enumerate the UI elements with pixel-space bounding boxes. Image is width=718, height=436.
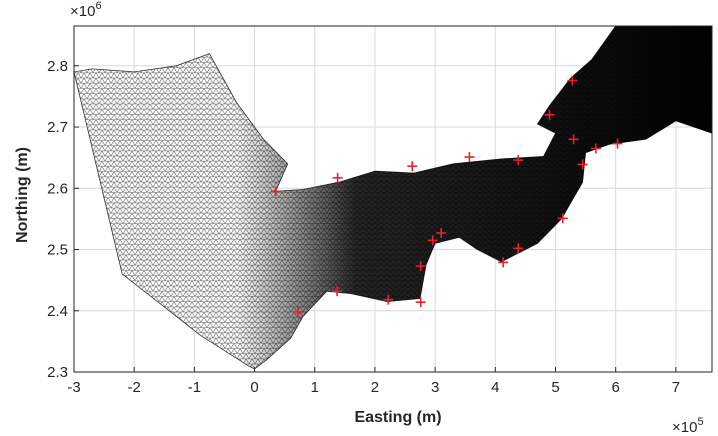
x-exponent-base: ×10 bbox=[672, 419, 697, 436]
y-tick-label-0: 2.3 bbox=[47, 364, 68, 381]
x-tick-label-0: -3 bbox=[67, 379, 80, 396]
y-axis-exponent: ×106 bbox=[70, 0, 102, 20]
station-marker-4 bbox=[513, 155, 524, 166]
x-tick-label-8: 5 bbox=[551, 379, 559, 396]
x-tick-label-3: 0 bbox=[250, 379, 258, 396]
x-tick-label-7: 4 bbox=[491, 379, 499, 396]
y-ticks: 2.3 2.4 2.5 2.6 2.7 2.8 bbox=[47, 58, 79, 381]
fine-coastal-mesh bbox=[236, 26, 712, 369]
x-axis-label: Easting (m) bbox=[354, 409, 441, 426]
station-marker-0 bbox=[270, 186, 281, 197]
x-exponent-power: 5 bbox=[697, 416, 703, 428]
x-axis-exponent: ×105 bbox=[672, 416, 704, 436]
y-tick-label-5: 2.8 bbox=[47, 58, 68, 75]
station-marker-17 bbox=[415, 297, 426, 308]
station-marker-14 bbox=[436, 227, 447, 238]
x-tick-label-2: -1 bbox=[188, 379, 201, 396]
station-marker-5 bbox=[544, 109, 555, 120]
x-tick-label-10: 7 bbox=[672, 379, 680, 396]
station-marker-10 bbox=[577, 159, 588, 170]
station-marker-9 bbox=[612, 138, 623, 149]
station-marker-15 bbox=[427, 235, 438, 246]
y-axis-label: Northing (m) bbox=[14, 147, 31, 243]
station-marker-18 bbox=[383, 294, 394, 305]
station-marker-16 bbox=[415, 261, 426, 272]
x-tick-label-4: 1 bbox=[311, 379, 319, 396]
station-marker-11 bbox=[557, 213, 568, 224]
station-marker-1 bbox=[332, 172, 343, 183]
y-tick-label-3: 2.6 bbox=[47, 180, 68, 197]
station-marker-2 bbox=[407, 161, 418, 172]
axes-box bbox=[73, 25, 713, 373]
x-tick-label-9: 6 bbox=[612, 379, 620, 396]
y-tick-label-1: 2.4 bbox=[47, 303, 68, 320]
station-marker-6 bbox=[567, 75, 578, 86]
y-exponent-power: 6 bbox=[95, 0, 101, 12]
station-marker-19 bbox=[332, 286, 343, 297]
x-tick-label-5: 2 bbox=[371, 379, 379, 396]
station-markers bbox=[270, 75, 623, 317]
x-tick-label-6: 3 bbox=[431, 379, 439, 396]
station-marker-7 bbox=[568, 134, 579, 145]
x-tick-label-1: -2 bbox=[128, 379, 141, 396]
mesh-domain bbox=[74, 26, 712, 370]
station-marker-3 bbox=[464, 152, 475, 163]
station-marker-8 bbox=[590, 143, 601, 154]
x-ticks: -3 -2 -1 0 1 2 3 4 5 6 7 bbox=[67, 367, 680, 396]
station-marker-13 bbox=[498, 257, 509, 268]
station-marker-20 bbox=[292, 306, 303, 317]
station-marker-12 bbox=[513, 243, 524, 254]
y-tick-label-2: 2.5 bbox=[47, 242, 68, 259]
y-tick-label-4: 2.7 bbox=[47, 119, 68, 136]
y-exponent-base: ×10 bbox=[70, 3, 95, 20]
